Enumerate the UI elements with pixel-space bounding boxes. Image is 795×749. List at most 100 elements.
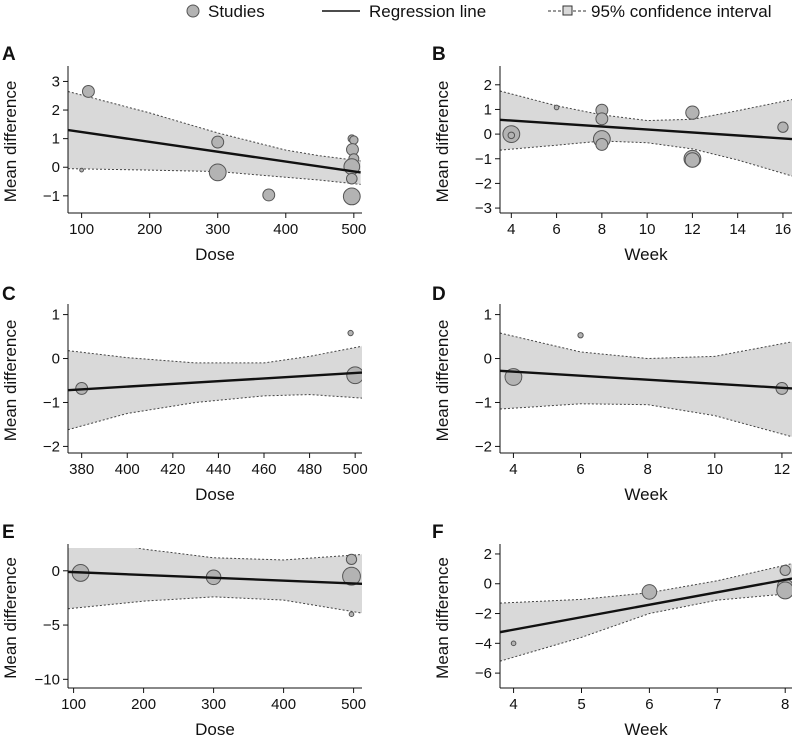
legend-ci-swatch-box bbox=[562, 5, 573, 16]
panel-f-x-tick-label: 4 bbox=[509, 696, 517, 713]
panel-d-y-tick-label: 0 bbox=[484, 351, 492, 368]
panel-a-y-tick-label: 0 bbox=[52, 159, 60, 176]
panel-d-x-tick-label: 10 bbox=[706, 461, 723, 478]
panel-e-x-tick-label: 400 bbox=[271, 696, 296, 713]
panel-e-x-tick-label: 200 bbox=[131, 696, 156, 713]
panel-a-study-point bbox=[349, 135, 359, 145]
panel-f-ci-lower bbox=[500, 592, 792, 662]
panel-f-letter: F bbox=[432, 522, 444, 543]
panel-b-y-tick-label: −1 bbox=[475, 151, 492, 168]
panel-d-x-tick-label: 4 bbox=[509, 461, 517, 478]
panel-e-study-point bbox=[348, 611, 355, 618]
panel-f-y-axis-title: Mean difference bbox=[433, 557, 452, 679]
panel-d-ci-band bbox=[500, 333, 792, 437]
panel-f-regression-line bbox=[500, 577, 792, 634]
panel-b-y-axis-title: Mean difference bbox=[433, 81, 452, 203]
panel-f-plot-area bbox=[500, 563, 792, 662]
panel-f-y-tick-label: −2 bbox=[475, 606, 492, 623]
legend: Studies Regression line 95% confidence i… bbox=[186, 2, 772, 21]
panel-a-y-tick-label: −1 bbox=[43, 188, 60, 205]
panel-b-study-point bbox=[507, 131, 516, 140]
panel-c-x-tick-label: 380 bbox=[69, 461, 94, 478]
panel-b-ci-upper bbox=[500, 90, 792, 122]
panel-d-x-tick-label: 12 bbox=[774, 461, 791, 478]
panel-b-x-axis-title: Week bbox=[624, 245, 668, 264]
panel-a-study-point bbox=[211, 135, 225, 149]
panel-d-y-tick-label: −1 bbox=[475, 394, 492, 411]
panel-a-ci-lower bbox=[68, 168, 361, 185]
panel-e-y-tick-label: 0 bbox=[52, 563, 60, 580]
legend-studies-label: Studies bbox=[208, 2, 265, 21]
panel-e-regression-line bbox=[68, 570, 362, 586]
panel-c-ci-band bbox=[68, 346, 362, 430]
panel-a-plot-area bbox=[68, 85, 361, 206]
panel-b-x-tick-label: 8 bbox=[598, 221, 606, 238]
panel-c-study-point bbox=[346, 366, 362, 385]
panel-e-y-tick-label: −5 bbox=[43, 617, 60, 634]
panel-a-study-point bbox=[342, 187, 361, 206]
panel-f-study-point bbox=[510, 640, 517, 647]
panel-a-study-point bbox=[345, 172, 358, 185]
panel-c-x-axis-title: Dose bbox=[195, 485, 235, 504]
panel-f-y-tick-label: 2 bbox=[484, 546, 492, 563]
panel-d-letter: D bbox=[432, 284, 446, 305]
panel-e-y-tick-label: −10 bbox=[35, 671, 60, 688]
panel-f-y-tick-label: 0 bbox=[484, 576, 492, 593]
panel-b-y-tick-label: 1 bbox=[484, 101, 492, 118]
panel-c-plot-area bbox=[68, 329, 362, 431]
panel-f-x-axis-title: Week bbox=[624, 720, 668, 739]
panel-c-y-tick-label: 1 bbox=[52, 307, 60, 324]
panel-b-y-tick-label: 2 bbox=[484, 77, 492, 94]
panel-f-x-tick-label: 8 bbox=[781, 696, 789, 713]
panel-c-letter: C bbox=[2, 284, 16, 305]
panel-b-study-point bbox=[595, 112, 609, 126]
panel-b-study-point bbox=[553, 104, 560, 111]
panel-c-y-axis-title: Mean difference bbox=[1, 320, 20, 442]
panel-f-ci-band bbox=[500, 563, 792, 662]
panel-a-regression-line bbox=[68, 128, 361, 174]
panel-b-study-point bbox=[777, 121, 789, 133]
panel-c-study-point bbox=[347, 329, 354, 337]
panel-d-x-tick-label: 8 bbox=[644, 461, 652, 478]
panel-b-x-tick-label: 4 bbox=[507, 221, 515, 238]
panel-c-ci-upper bbox=[68, 345, 362, 364]
panel-b-x-tick-label: 6 bbox=[552, 221, 560, 238]
panel-a-y-axis-title: Mean difference bbox=[1, 81, 20, 203]
panel-a-letter: A bbox=[2, 44, 16, 65]
panel-e-x-tick-label: 300 bbox=[201, 696, 226, 713]
panel-d: 4 6 8 10 12 −2 −1 0 1 Week Mean difference D bbox=[432, 284, 792, 504]
panel-f-study-point bbox=[779, 564, 791, 576]
panel-e-letter: E bbox=[2, 522, 15, 543]
panel-a-study-point bbox=[79, 167, 84, 173]
panel-d-study-point bbox=[577, 332, 584, 339]
panel-c-x-tick-label: 460 bbox=[251, 461, 276, 478]
panel-d-y-tick-label: −2 bbox=[475, 438, 492, 455]
panel-a-x-tick-label: 300 bbox=[205, 221, 230, 238]
panel-c-x-tick-label: 400 bbox=[115, 461, 140, 478]
panel-b-study-point bbox=[595, 138, 609, 151]
panel-b-x-tick-label: 14 bbox=[729, 221, 746, 238]
panel-c-y-tick-label: −1 bbox=[43, 394, 60, 411]
panel-a: 100 200 300 400 500 −1 0 1 2 3 Dose Mean difference… bbox=[1, 44, 366, 264]
panel-c-x-tick-label: 480 bbox=[297, 461, 322, 478]
panel-f-x-tick-label: 5 bbox=[577, 696, 585, 713]
panel-b-x-tick-label: 12 bbox=[684, 221, 701, 238]
panel-d-x-tick-label: 6 bbox=[576, 461, 584, 478]
panel-e-y-axis-title: Mean difference bbox=[1, 557, 20, 679]
panel-b-study-point bbox=[685, 105, 700, 120]
panel-e-plot-area bbox=[68, 548, 362, 618]
panel-a-x-axis-title: Dose bbox=[195, 245, 235, 264]
panel-a-y-tick-label: 3 bbox=[52, 73, 60, 90]
panel-b-plot-area bbox=[500, 90, 792, 177]
legend-ci-label: 95% confidence interval bbox=[591, 2, 772, 21]
panel-b-x-tick-label: 16 bbox=[775, 221, 792, 238]
panel-f: 4 5 6 7 8 −6 −4 −2 0 2 Week Mean difference F bbox=[432, 522, 792, 739]
panel-a-study-point bbox=[81, 85, 95, 98]
panel-a-study-point bbox=[208, 163, 227, 182]
panel-a-y-tick-label: 2 bbox=[52, 102, 60, 119]
panel-c-x-tick-label: 420 bbox=[160, 461, 185, 478]
panel-e-study-point bbox=[345, 553, 358, 566]
